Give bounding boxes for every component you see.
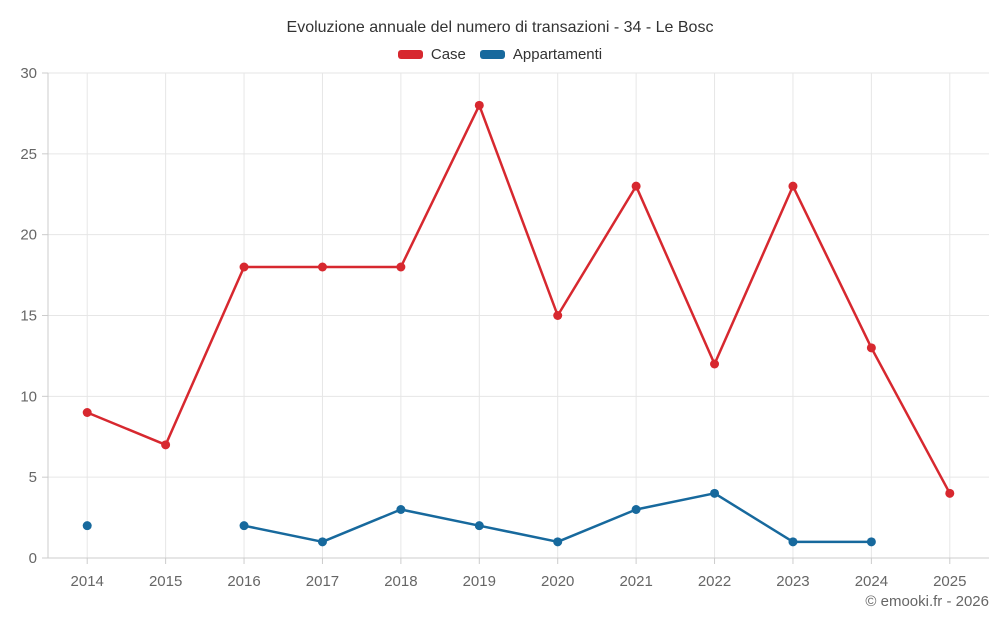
- x-axis-label: 2014: [71, 573, 104, 590]
- point-case-2014[interactable]: [82, 408, 92, 417]
- point-case-2023[interactable]: [788, 181, 798, 191]
- y-axis-label: 25: [20, 146, 37, 163]
- x-axis-label: 2021: [619, 573, 652, 590]
- y-axis-label: 10: [20, 388, 37, 405]
- legend-item-case[interactable]: Case: [397, 46, 466, 63]
- x-axis-label: 2018: [384, 573, 417, 590]
- point-appartamenti-2021[interactable]: [631, 505, 641, 514]
- appartamenti-series-swatch: [479, 50, 505, 59]
- x-axis-label: 2023: [776, 573, 809, 590]
- chart-title: Evoluzione annuale del numero di transaz…: [286, 19, 714, 36]
- point-case-2025[interactable]: [945, 488, 955, 498]
- y-axis-label: 5: [29, 469, 37, 486]
- point-case-2015[interactable]: [161, 440, 171, 450]
- legend-label-appartamenti: Appartamenti: [512, 46, 603, 63]
- y-axis-label: 0: [29, 550, 37, 567]
- point-case-2020[interactable]: [553, 311, 563, 320]
- point-case-2024[interactable]: [866, 343, 876, 353]
- x-axis-label: 2024: [855, 573, 888, 590]
- point-case-2016[interactable]: [239, 262, 249, 272]
- point-appartamenti-2022[interactable]: [710, 488, 720, 498]
- x-axis-label: 2015: [149, 573, 182, 590]
- case-series-swatch: [397, 50, 423, 59]
- y-axis-label: 15: [20, 308, 37, 325]
- point-appartamenti-2016[interactable]: [239, 521, 249, 531]
- x-axis-label: 2022: [698, 573, 731, 590]
- series-line-case: [85, 104, 952, 495]
- x-axis-label: 2019: [463, 573, 496, 590]
- legend-item-appartamenti[interactable]: Appartamenti: [479, 46, 603, 63]
- point-appartamenti-2019[interactable]: [474, 521, 484, 531]
- x-axis-label: 2025: [933, 573, 966, 590]
- point-appartamenti-2020[interactable]: [553, 537, 563, 547]
- y-axis-label: 30: [20, 65, 37, 82]
- point-appartamenti-2024[interactable]: [866, 537, 876, 547]
- point-case-2018[interactable]: [396, 262, 406, 272]
- point-case-2022[interactable]: [710, 359, 720, 369]
- point-appartamenti-2023[interactable]: [788, 537, 798, 547]
- point-appartamenti-2018[interactable]: [396, 505, 406, 514]
- legend-label-case: Case: [430, 46, 466, 63]
- y-axis-label: 20: [20, 227, 37, 244]
- x-axis-label: 2016: [227, 573, 260, 590]
- point-case-2017[interactable]: [317, 262, 327, 272]
- x-axis-label: 2020: [541, 573, 574, 590]
- copyright-credit: © emooki.fr - 2026: [865, 593, 989, 610]
- chart-legend: Case Appartamenti: [0, 46, 1000, 63]
- point-appartamenti-2017[interactable]: [317, 537, 327, 547]
- point-appartamenti-2014[interactable]: [82, 521, 92, 531]
- x-axis-label: 2017: [306, 573, 339, 590]
- point-case-2021[interactable]: [631, 181, 641, 191]
- point-case-2019[interactable]: [474, 100, 484, 110]
